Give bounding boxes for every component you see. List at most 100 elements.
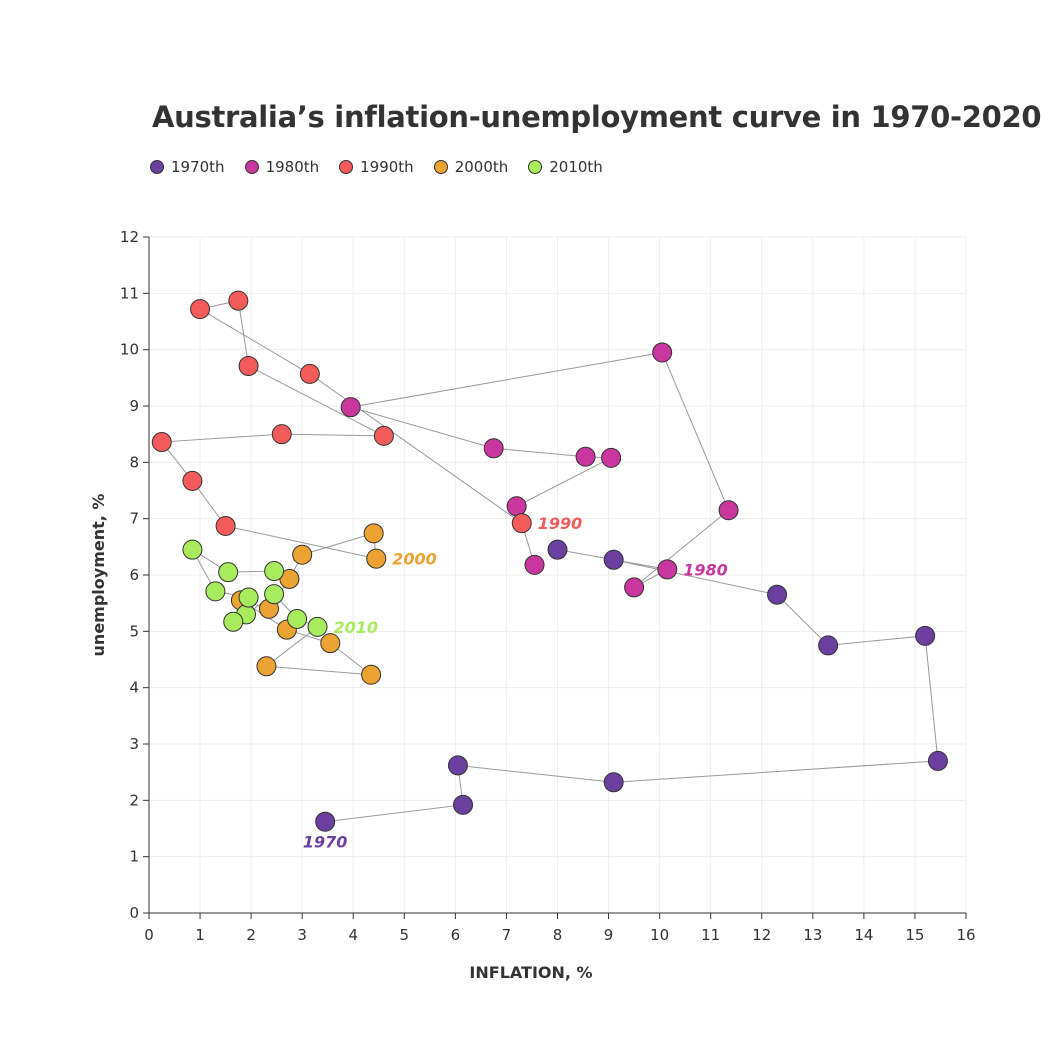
y-tick-label: 9 xyxy=(129,397,139,415)
decade-label-1980: 1980 xyxy=(683,560,728,579)
data-point-1990th xyxy=(228,290,249,311)
data-point-1990th xyxy=(299,363,320,384)
legend-swatch xyxy=(339,160,354,174)
x-tick-label: 15 xyxy=(905,926,924,944)
data-point-2010th xyxy=(264,584,285,605)
decade-label-2000: 2000 xyxy=(392,550,437,569)
y-tick-label: 1 xyxy=(129,848,139,866)
data-point-2000th xyxy=(361,664,382,685)
legend-item-1970th: 1970th xyxy=(150,158,225,176)
data-point-1990th xyxy=(373,425,394,446)
data-point-2000th xyxy=(366,548,387,569)
legend-label: 1970th xyxy=(171,158,225,176)
data-point-2010th xyxy=(287,608,308,629)
y-tick-label: 0 xyxy=(129,904,139,922)
x-tick-label: 10 xyxy=(650,926,669,944)
data-point-1990th xyxy=(190,299,211,320)
x-tick-label: 1 xyxy=(195,926,205,944)
data-point-1980th xyxy=(506,496,527,517)
data-point-1980th xyxy=(601,447,622,468)
decade-label-1990: 1990 xyxy=(538,514,583,533)
data-point-2010th xyxy=(307,616,328,637)
legend-swatch xyxy=(433,160,448,174)
legend-item-2000th: 2000th xyxy=(433,158,509,176)
legend-item-2010th: 2010th xyxy=(528,158,603,176)
data-point-2010th xyxy=(205,581,226,602)
data-point-1990th xyxy=(238,356,259,377)
y-tick-label: 2 xyxy=(129,791,139,809)
data-point-1990th xyxy=(151,432,172,453)
data-point-1970th xyxy=(767,584,788,605)
x-tick-label: 8 xyxy=(553,926,563,944)
legend: 1970th 1980th 1990th 2000th 2010th xyxy=(150,158,603,176)
x-tick-label: 12 xyxy=(752,926,771,944)
data-point-1980th xyxy=(483,438,504,459)
data-point-2010th xyxy=(238,587,259,608)
data-point-1990th xyxy=(511,513,532,534)
y-tick-label: 6 xyxy=(129,566,139,584)
legend-swatch xyxy=(528,160,543,174)
data-point-2000th xyxy=(292,544,313,565)
legend-label: 1980th xyxy=(265,158,320,176)
data-point-2010th xyxy=(264,561,285,582)
y-tick-label: 10 xyxy=(120,341,139,359)
data-point-1970th xyxy=(603,772,624,793)
legend-swatch xyxy=(244,160,259,174)
decade-labels: 1970 1980 1990 2000 2010 xyxy=(303,514,728,852)
x-tick-label: 3 xyxy=(297,926,307,944)
decade-label-2010: 2010 xyxy=(334,618,379,637)
x-tick-label: 9 xyxy=(604,926,614,944)
x-tick-label: 4 xyxy=(348,926,358,944)
x-tick-label: 2 xyxy=(246,926,256,944)
data-point-1980th xyxy=(524,554,545,575)
chart-title: Australia’s inflation-unemployment curve… xyxy=(152,100,1042,134)
x-tick-label: 16 xyxy=(956,926,975,944)
data-points xyxy=(151,290,948,832)
x-tick-label: 6 xyxy=(451,926,461,944)
legend-item-1990th: 1990th xyxy=(339,158,414,176)
legend-label: 1990th xyxy=(360,158,414,176)
y-tick-label: 5 xyxy=(129,622,139,640)
data-point-2000th xyxy=(320,633,341,654)
data-point-1980th xyxy=(718,500,739,521)
y-axis-title: unemployment, % xyxy=(89,494,108,657)
data-point-2010th xyxy=(182,539,203,560)
x-tick-label: 5 xyxy=(400,926,410,944)
decade-label-1970: 1970 xyxy=(303,833,348,852)
y-tick-label: 7 xyxy=(129,510,139,528)
x-tick-label: 11 xyxy=(701,926,720,944)
legend-label: 2010th xyxy=(549,158,603,176)
y-tick-label: 11 xyxy=(120,284,139,302)
data-point-1980th xyxy=(652,342,673,363)
x-tick-label: 0 xyxy=(144,926,154,944)
data-point-1990th xyxy=(271,424,292,445)
grid xyxy=(148,236,967,914)
data-point-2000th xyxy=(363,523,384,544)
y-tick-label: 8 xyxy=(129,453,139,471)
legend-label: 2000th xyxy=(454,158,509,176)
data-point-1970th xyxy=(818,635,839,656)
data-point-2010th xyxy=(218,562,239,583)
y-tick-label: 3 xyxy=(129,735,139,753)
data-point-1990th xyxy=(215,515,236,536)
legend-swatch xyxy=(150,160,164,174)
data-point-1980th xyxy=(624,577,645,598)
data-point-1970th xyxy=(927,750,948,771)
data-point-2000th xyxy=(256,656,277,677)
x-tick-label: 13 xyxy=(803,926,822,944)
x-axis-title: INFLATION, % xyxy=(469,963,592,982)
data-point-2010th xyxy=(223,611,244,632)
data-point-1970th xyxy=(453,794,474,815)
data-point-1980th xyxy=(340,397,361,418)
data-point-1980th xyxy=(575,446,596,467)
y-tick-label: 4 xyxy=(129,679,139,697)
data-point-1970th xyxy=(447,755,468,776)
data-point-1990th xyxy=(182,470,203,491)
y-tick-label: 12 xyxy=(120,228,139,246)
x-tick-label: 7 xyxy=(502,926,512,944)
data-point-1970th xyxy=(547,539,568,560)
data-point-1970th xyxy=(315,811,336,832)
data-point-1970th xyxy=(915,625,936,646)
